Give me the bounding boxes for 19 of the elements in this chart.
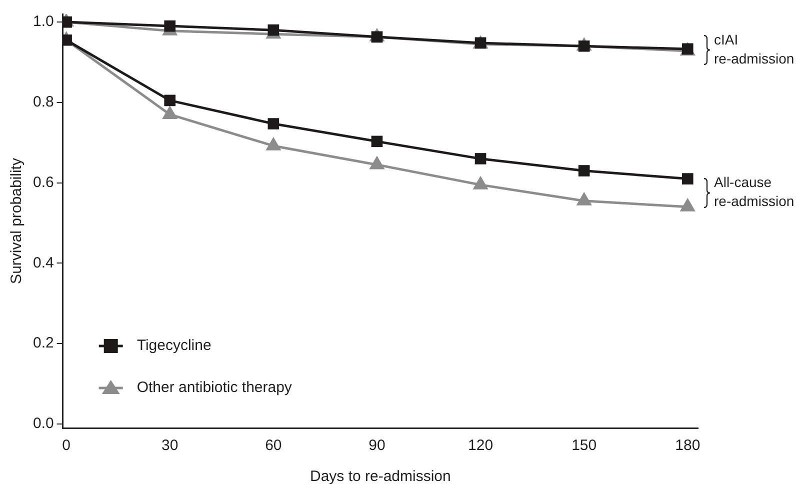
x-tick-label: 150 [572, 437, 597, 454]
text: cIAI re-admission [714, 31, 794, 66]
y-tick-label: 1.0 [32, 13, 54, 30]
x-tick-label: 120 [468, 437, 494, 454]
x-tick-label: 60 [265, 437, 282, 454]
x-axis-title: Days to re-admission [310, 468, 451, 486]
y-tick-label: 0.8 [32, 94, 54, 111]
y-axis-title: Survival probability [8, 158, 26, 284]
x-tick-label: 90 [368, 437, 386, 454]
y-tick-label: 0.2 [32, 334, 54, 352]
legend-label: Tigecycline [136, 337, 212, 354]
x-tick-label: 0 [62, 437, 70, 454]
y-tick-label: 0.0 [32, 415, 54, 432]
y-tick-label: 0.4 [32, 254, 54, 272]
y-tick-label: 0.6 [32, 174, 54, 191]
x-tick-label: 180 [675, 437, 700, 454]
legend-label: Other antibiotic therapy [136, 379, 292, 396]
x-tick-label: 30 [162, 437, 178, 454]
text: All-cause re-admission [714, 174, 794, 210]
